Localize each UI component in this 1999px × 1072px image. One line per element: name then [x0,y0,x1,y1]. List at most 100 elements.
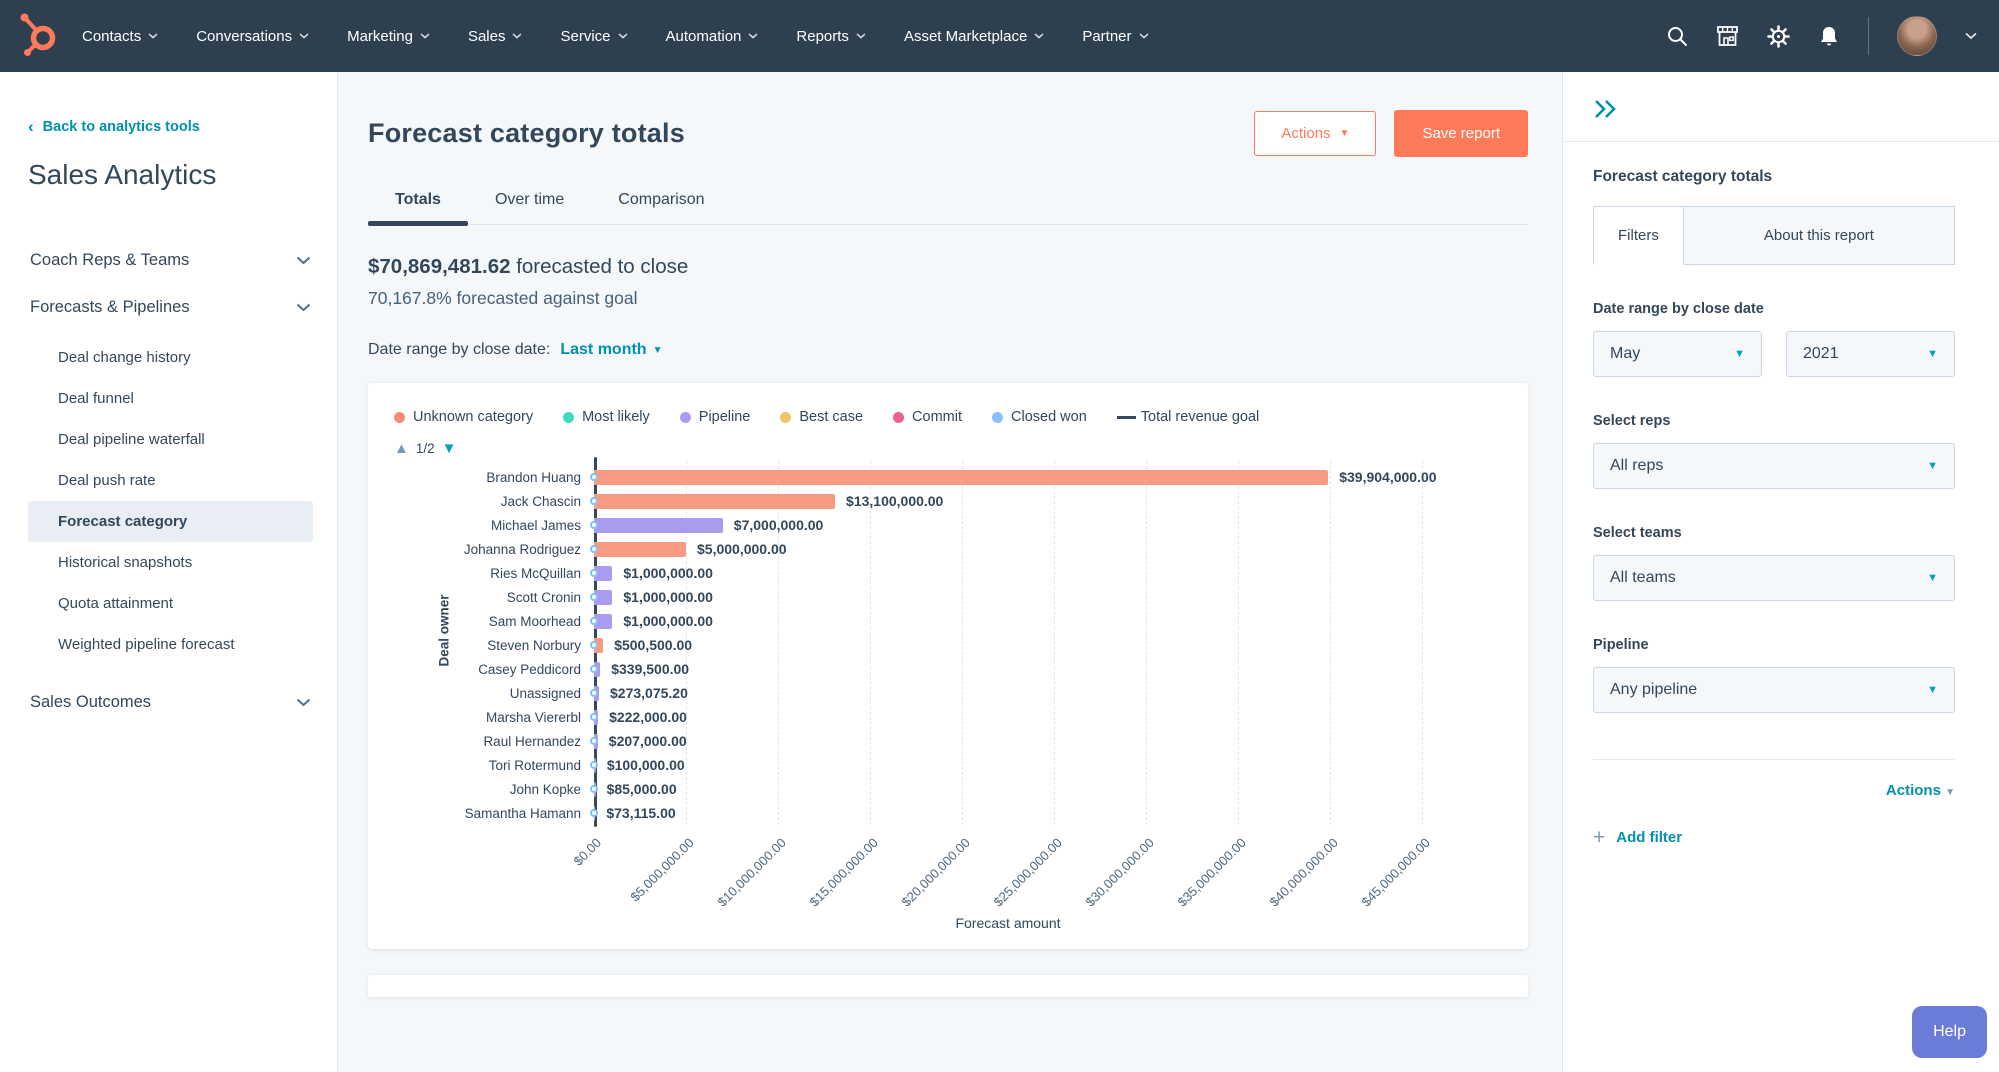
back-to-analytics-link[interactable]: ‹ Back to analytics tools [28,118,313,135]
closed-won-marker-icon[interactable] [590,737,598,745]
tab-about-this-report[interactable]: About this report [1683,206,1955,264]
nav-menu-item-contacts[interactable]: Contacts [82,28,158,45]
sidebar-item-deal-push-rate[interactable]: Deal push rate [58,472,156,489]
bar-value-label: $100,000.00 [606,757,685,773]
closed-won-marker-icon[interactable] [590,689,598,697]
year-select-value: 2021 [1803,345,1839,362]
bar-track: $207,000.00 [590,733,687,749]
nav-menu-item-conversations[interactable]: Conversations [196,28,309,45]
bar[interactable] [594,613,613,629]
nav-menu-item-sales[interactable]: Sales [468,28,523,45]
month-select[interactable]: May ▼ [1593,331,1762,377]
bar-value-label: $1,000,000.00 [623,589,713,605]
sidebar-group-coach-reps[interactable]: Coach Reps & Teams [28,237,313,284]
closed-won-marker-icon[interactable] [590,785,598,793]
bar[interactable] [594,517,723,533]
chart-legend: Unknown category Most likely Pipeline Be… [394,409,1502,425]
sidebar-item-quota-attainment[interactable]: Quota attainment [58,595,174,612]
legend-item-closed-won[interactable]: Closed won [992,409,1087,425]
bar[interactable] [594,589,613,605]
actions-button[interactable]: Actions ▼ [1254,111,1377,156]
sidebar-group-forecasts-pipelines[interactable]: Forecasts & Pipelines [28,284,313,331]
legend-item-most-likely[interactable]: Most likely [563,409,650,425]
nav-menu-item-service[interactable]: Service [560,28,628,45]
legend-item-commit[interactable]: Commit [893,409,962,425]
year-select[interactable]: 2021 ▼ [1786,331,1955,377]
save-report-button[interactable]: Save report [1394,110,1528,157]
x-axis-tick-label: $0.00 [570,835,605,869]
legend-item-total-revenue-goal[interactable]: Total revenue goal [1116,409,1259,425]
reps-select[interactable]: All reps ▼ [1593,443,1955,489]
closed-won-marker-icon[interactable] [590,521,598,529]
sidebar-item-deal-pipeline-waterfall[interactable]: Deal pipeline waterfall [58,431,205,448]
month-select-value: May [1610,345,1641,362]
actions-button-label: Actions [1281,125,1331,142]
sidebar-item-forecast-category[interactable]: Forecast category [28,501,313,542]
sidebar-item-deal-funnel[interactable]: Deal funnel [58,390,134,407]
add-filter-link[interactable]: + Add filter [1593,827,1955,848]
nav-menu-item-automation[interactable]: Automation [666,28,759,45]
tab-over-time[interactable]: Over time [494,191,565,208]
closed-won-marker-icon[interactable] [590,761,598,769]
page-down-icon[interactable]: ▼ [441,440,457,457]
nav-menu-item-marketing[interactable]: Marketing [347,28,430,45]
nav-right [1666,16,1977,56]
teams-select[interactable]: All teams ▼ [1593,555,1955,601]
legend-swatch-icon [679,411,691,423]
hubspot-logo[interactable] [16,11,58,62]
nav-menu-item-asset-marketplace[interactable]: Asset Marketplace [904,28,1044,45]
nav-menu-item-partner[interactable]: Partner [1082,28,1149,45]
tab-totals[interactable]: Totals [368,191,468,226]
tab-comparison[interactable]: Comparison [618,191,705,208]
page-up-icon[interactable]: ▲ [394,440,409,457]
account-chevron-icon[interactable] [1965,32,1977,40]
bar[interactable] [594,493,836,509]
sidebar-item-weighted-pipeline-forecast[interactable]: Weighted pipeline forecast [58,636,235,653]
search-icon[interactable] [1666,25,1688,47]
bar-category-label: Sam Moorhead [488,613,581,629]
caret-down-icon[interactable]: ▼ [652,344,663,356]
sidebar-group-label: Coach Reps & Teams [30,251,190,269]
closed-won-marker-icon[interactable] [590,641,598,649]
closed-won-marker-icon[interactable] [590,497,598,505]
bar-value-label: $13,100,000.00 [846,493,944,509]
x-axis-tick-label: $30,000,000.00 [1082,835,1157,910]
legend-item-best-case[interactable]: Best case [780,409,863,425]
panel-actions-link[interactable]: Actions [1885,782,1941,799]
legend-item-unknown-category[interactable]: Unknown category [394,409,533,425]
bar[interactable] [594,541,686,557]
bar[interactable] [594,637,604,653]
bar-category-label: Tori Rotermund [488,757,581,773]
caret-down-icon: ▼ [1339,128,1350,139]
avatar[interactable] [1897,16,1937,56]
settings-gear-icon[interactable] [1767,24,1790,48]
bar[interactable] [594,565,613,581]
legend-label: Most likely [582,409,650,425]
closed-won-marker-icon[interactable] [590,665,598,673]
closed-won-marker-icon[interactable] [590,569,598,577]
legend-item-pipeline[interactable]: Pipeline [679,409,750,425]
closed-won-marker-icon[interactable] [590,473,598,481]
notifications-bell-icon[interactable] [1818,25,1840,48]
marketplace-icon[interactable] [1716,25,1739,47]
bar[interactable] [594,469,1329,485]
sidebar-item-deal-change-history[interactable]: Deal change history [58,349,191,366]
gridline [778,461,779,825]
date-range-value[interactable]: Last month [560,341,647,358]
sidebar-item-historical-snapshots[interactable]: Historical snapshots [58,554,193,571]
closed-won-marker-icon[interactable] [590,545,598,553]
nav-menu-item-reports[interactable]: Reports [796,28,866,45]
closed-won-marker-icon[interactable] [590,593,598,601]
closed-won-marker-icon[interactable] [590,617,598,625]
closed-won-marker-icon[interactable] [590,713,598,721]
tab-filters[interactable]: Filters [1593,206,1684,265]
help-button[interactable]: Help [1912,1006,1987,1058]
collapse-panel-icon[interactable] [1593,98,1619,120]
nav-menu-item-label: Automation [665,27,742,45]
pipeline-select[interactable]: Any pipeline ▼ [1593,667,1955,713]
sidebar-group-sales-outcomes[interactable]: Sales Outcomes [28,679,313,726]
closed-won-marker-icon[interactable] [590,809,598,817]
chart-row: Samantha Hamann $73,115.00 [394,801,1502,825]
bar-track: $85,000.00 [590,781,677,797]
chevron-left-icon: ‹ [28,117,34,136]
